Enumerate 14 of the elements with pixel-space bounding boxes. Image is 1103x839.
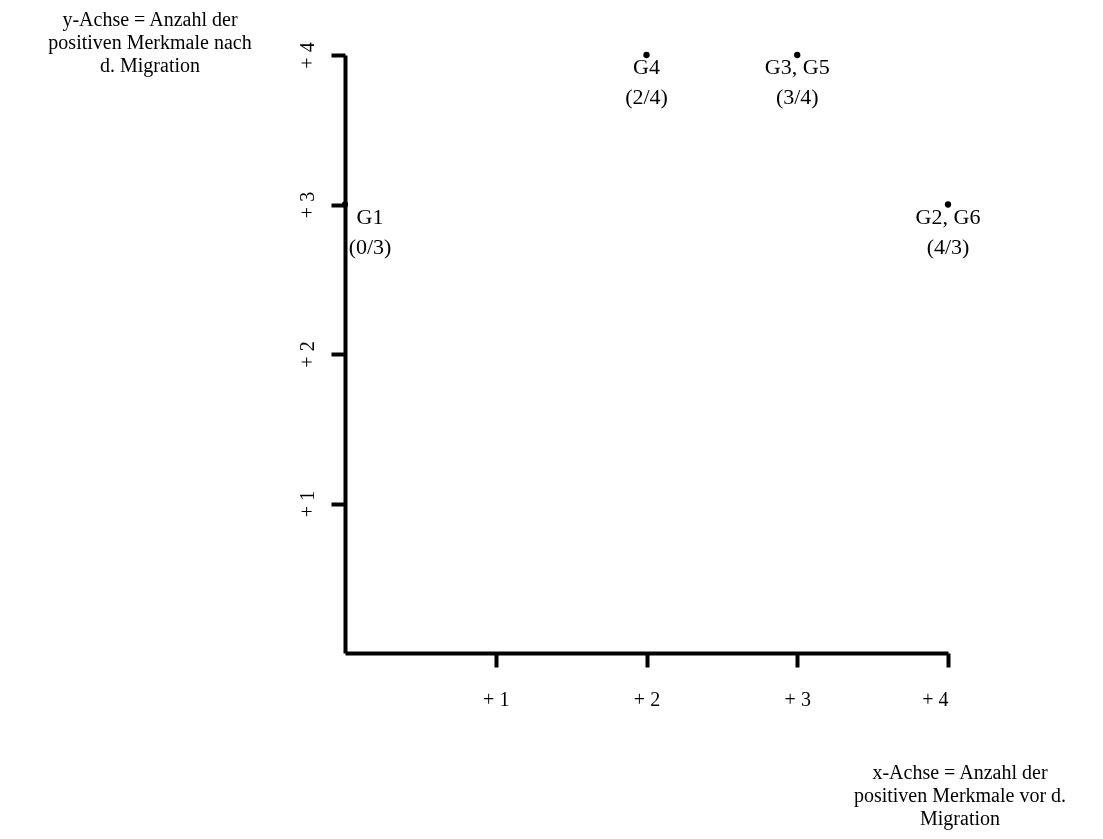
x-tick-label: + 2: [633, 687, 661, 710]
y-axis-title: y-Achse = Anzahl der positiven Merkmale nach d. Migration: [48, 8, 252, 77]
annotation: G1 (0/3): [348, 203, 392, 259]
y-tick-label: + 2: [295, 341, 318, 368]
x-axis-title: x-Achse = Anzahl der positiven Merkmale vor d. Migration: [853, 761, 1067, 830]
annotation: G4 (2/4): [625, 54, 668, 109]
x-tick-label: + 3: [784, 687, 811, 710]
y-tick-label: + 1: [295, 490, 318, 518]
x-tick-label: + 1: [483, 687, 510, 710]
annotation: G2, G6 (4/3): [915, 203, 981, 259]
y-tick-label: + 3: [295, 191, 318, 219]
y-tick-label: + 4: [295, 42, 318, 69]
annotation: G3, G5 (3/4): [764, 54, 830, 109]
x-tick-label: + 4: [922, 687, 949, 710]
